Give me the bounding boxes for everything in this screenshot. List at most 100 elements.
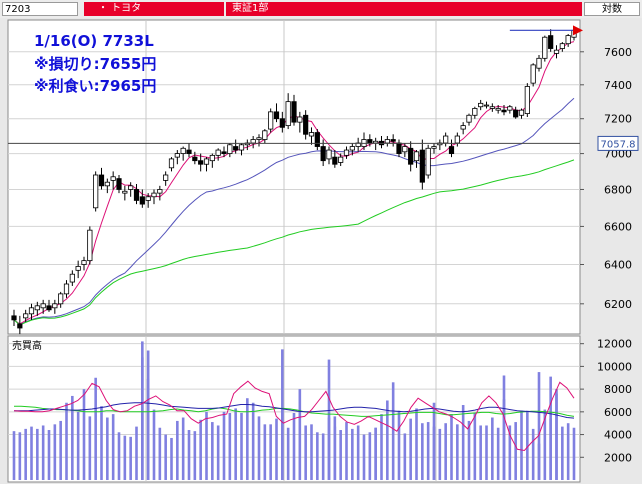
volume-bar-peak: [141, 341, 144, 480]
current-price-marker: 7057.8: [8, 135, 639, 151]
candle-body: [460, 125, 466, 130]
candle-body: [326, 149, 332, 160]
volume-bar: [123, 435, 127, 480]
candle-body: [548, 35, 554, 49]
candle-body: [215, 149, 221, 156]
price-tick-label: 6400: [604, 259, 632, 272]
stock-code-field[interactable]: 7203: [2, 2, 78, 16]
candle-body: [425, 147, 431, 176]
candle-body: [23, 313, 29, 319]
volume-bar: [543, 409, 547, 480]
volume-bar: [362, 434, 366, 480]
candle-body: [483, 104, 490, 107]
volume-bar: [415, 408, 418, 480]
candle-body: [279, 118, 285, 128]
volume-bar: [36, 428, 39, 480]
candle-body: [221, 151, 227, 154]
volume-bar-peak: [146, 350, 150, 480]
volume-bar: [82, 389, 86, 480]
candle-body: [408, 147, 414, 165]
stock-name-label[interactable]: ・ トヨタ: [84, 2, 224, 16]
candle-body: [75, 266, 81, 271]
volume-bar-peak: [281, 349, 284, 480]
candle-body: [128, 185, 134, 190]
candle-body: [17, 323, 23, 329]
candle-body: [58, 293, 64, 305]
candle-body: [542, 36, 548, 59]
volume-bars: [12, 341, 576, 480]
candle-body: [81, 260, 87, 265]
candle-body: [186, 149, 192, 154]
candle-body: [448, 146, 455, 154]
volume-bar: [193, 431, 197, 480]
candle-body: [163, 174, 169, 181]
candle-body: [238, 144, 245, 151]
candle-body: [507, 106, 513, 111]
volume-bar: [339, 430, 342, 480]
volume-lines: [13, 380, 575, 452]
candle-body: [308, 132, 315, 137]
candle-body: [501, 109, 507, 113]
price-tick-label: 7400: [604, 79, 632, 92]
candle-body: [431, 146, 437, 149]
volume-bar: [386, 400, 389, 480]
candle-body: [46, 305, 52, 311]
volume-bar: [461, 405, 465, 480]
candle-body: [367, 139, 373, 144]
volume-ma-short-line: [13, 380, 575, 452]
volume-bar: [176, 420, 179, 480]
volume-bar: [450, 414, 453, 480]
candle-body: [472, 108, 478, 116]
volume-bar: [298, 389, 302, 480]
entry-info: 1/16(O) 7733L: [34, 32, 154, 50]
market-label-text: 東証1部: [232, 3, 269, 14]
candle-body: [40, 303, 46, 309]
candle-body: [192, 156, 198, 162]
candle-body: [530, 64, 536, 84]
volume-bar: [356, 425, 360, 480]
volume-bar: [391, 382, 395, 480]
volume-bar: [30, 426, 33, 480]
volume-bar: [566, 423, 570, 480]
volume-tick-label: 12000: [597, 338, 632, 351]
volume-bar: [76, 411, 80, 480]
candle-body: [268, 111, 274, 130]
candle-body: [34, 305, 40, 311]
candle-body: [122, 190, 128, 194]
current-price-label: 7057.8: [601, 139, 636, 150]
candle-body: [256, 137, 262, 140]
volume-bar-peak: [549, 376, 552, 480]
volume-bar: [129, 436, 132, 480]
volume-bar: [310, 424, 313, 480]
volume-bar: [170, 437, 173, 480]
volume-bar: [380, 414, 383, 480]
candle-body: [303, 114, 309, 135]
volume-bar: [158, 427, 162, 480]
volume-tick-label: 4000: [604, 429, 632, 442]
volume-title: 売買高: [12, 341, 42, 352]
candle-body: [233, 146, 239, 151]
candle-body: [396, 142, 402, 154]
candle-body: [145, 196, 151, 201]
candle-body: [466, 114, 472, 123]
candle-body: [518, 109, 525, 116]
volume-bar: [526, 410, 529, 480]
volume-ma-long-line: [14, 405, 575, 417]
volume-bar: [234, 408, 237, 480]
volume-tick-label: 2000: [604, 451, 632, 464]
volume-bar: [491, 417, 494, 480]
candle-body: [419, 149, 425, 183]
scale-toggle-button[interactable]: 対数: [584, 2, 640, 16]
volume-bar-peak: [333, 416, 337, 480]
volume-tick-label: 8000: [604, 383, 632, 396]
candle-body: [203, 158, 210, 165]
volume-bar: [531, 428, 535, 480]
volume-bar: [561, 426, 564, 480]
candle-body: [250, 139, 256, 144]
volume-bar: [228, 412, 232, 480]
volume-bar: [222, 411, 226, 480]
candle-body: [559, 43, 565, 49]
last-price-marker: [573, 25, 583, 36]
volume-bar: [94, 377, 97, 480]
